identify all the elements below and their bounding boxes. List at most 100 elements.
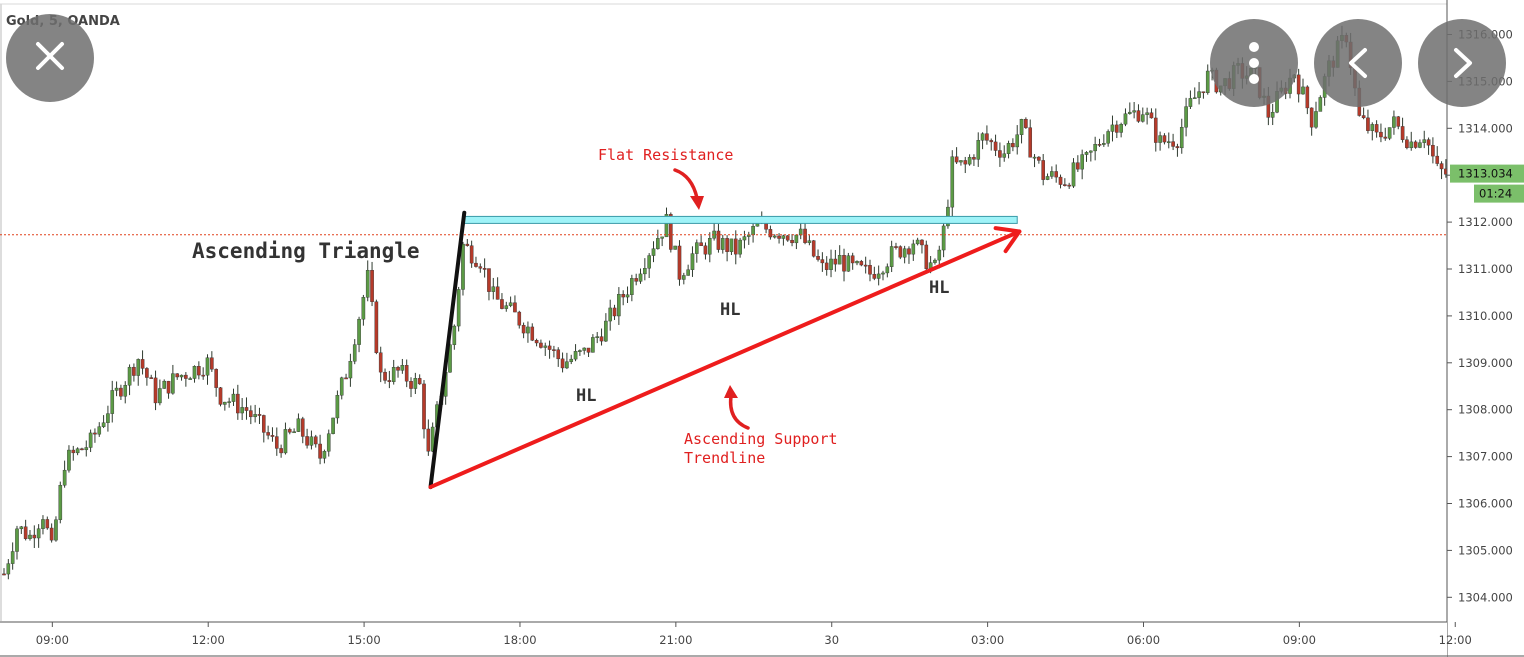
candle-body	[1093, 144, 1097, 152]
candle	[1041, 154, 1045, 186]
candle	[218, 386, 223, 407]
candle	[1435, 146, 1440, 167]
candle-body	[569, 358, 574, 362]
candle-body	[236, 393, 240, 414]
candle	[1392, 110, 1396, 135]
candle	[10, 542, 15, 570]
candle-body	[344, 377, 348, 380]
candle-body	[933, 259, 937, 263]
candle-body	[794, 234, 799, 244]
candle-body	[725, 238, 729, 252]
candle	[517, 310, 522, 329]
candle-body	[36, 528, 41, 539]
candle-body	[136, 359, 141, 376]
candle-body	[686, 269, 690, 276]
candle-body	[807, 240, 812, 243]
candle-body	[84, 447, 89, 451]
candle-body	[729, 238, 734, 252]
candle	[941, 217, 946, 258]
candle	[214, 368, 218, 397]
candle	[660, 236, 664, 247]
more-options-button[interactable]	[1210, 19, 1298, 107]
candle	[339, 376, 344, 400]
candle	[158, 379, 162, 406]
next-button[interactable]	[1418, 19, 1506, 107]
candle	[1197, 82, 1201, 105]
candle	[959, 160, 963, 166]
candle	[738, 237, 742, 258]
candle	[1110, 115, 1115, 142]
candle	[1426, 137, 1431, 155]
candle-body	[976, 140, 981, 160]
candle-body	[820, 259, 825, 264]
candle-body	[331, 417, 335, 434]
candle-body	[798, 228, 803, 236]
candle-body	[868, 265, 872, 275]
countdown-label: 01:24	[1479, 187, 1512, 201]
candle-body	[426, 428, 431, 452]
candle	[1405, 136, 1409, 150]
candle-body	[1071, 162, 1076, 187]
candle-body	[396, 367, 400, 371]
close-button[interactable]	[6, 14, 94, 102]
previous-button[interactable]	[1314, 19, 1402, 107]
candle	[93, 428, 97, 443]
candle	[881, 270, 885, 281]
candle	[902, 245, 907, 264]
candle	[950, 150, 955, 218]
candle-body	[1184, 106, 1188, 128]
candle-body	[643, 268, 647, 275]
candle-body	[1110, 124, 1115, 132]
candle	[1019, 118, 1024, 144]
candle-body	[508, 302, 513, 306]
candle-body	[989, 140, 994, 143]
candle	[725, 235, 729, 262]
candle	[88, 429, 93, 453]
candle-body	[119, 387, 123, 397]
candle	[1422, 130, 1427, 149]
candle-body	[223, 401, 227, 405]
candle-body	[67, 449, 71, 471]
candle	[404, 359, 409, 388]
candle	[210, 351, 214, 372]
candle	[1366, 109, 1370, 134]
candle	[526, 321, 530, 343]
candle	[257, 407, 262, 424]
candle	[552, 345, 556, 358]
time-tick-label: 03:00	[971, 633, 1004, 647]
candle-body	[158, 388, 162, 404]
support-annotation-arrow	[724, 385, 750, 430]
candles-group	[2, 25, 1453, 580]
candle-body	[521, 324, 526, 334]
candle-body	[963, 160, 968, 165]
candle-body	[1409, 141, 1414, 149]
candle	[1184, 97, 1188, 137]
candle	[1387, 127, 1392, 141]
candle-body	[543, 345, 548, 348]
candle	[223, 401, 227, 411]
candle-body	[88, 432, 93, 448]
candle-body	[859, 261, 864, 266]
candle-body	[318, 443, 322, 459]
candle	[816, 249, 820, 262]
candle	[508, 296, 513, 308]
candle-body	[287, 429, 292, 433]
candle	[1166, 132, 1171, 149]
candle-body	[391, 367, 396, 382]
candle-body	[1011, 143, 1015, 148]
candle	[266, 425, 270, 440]
candle	[933, 258, 937, 265]
candle-body	[500, 299, 504, 309]
candle	[772, 234, 777, 239]
candle-body	[625, 294, 630, 298]
arrow-head	[690, 196, 704, 210]
candle	[430, 422, 435, 453]
candle	[1201, 91, 1206, 99]
candle-body	[1175, 146, 1180, 149]
candle-body	[339, 377, 344, 396]
price-tick-label: 1304.000	[1458, 590, 1513, 604]
candle	[625, 286, 630, 303]
candle	[175, 373, 180, 380]
candle	[119, 384, 123, 400]
